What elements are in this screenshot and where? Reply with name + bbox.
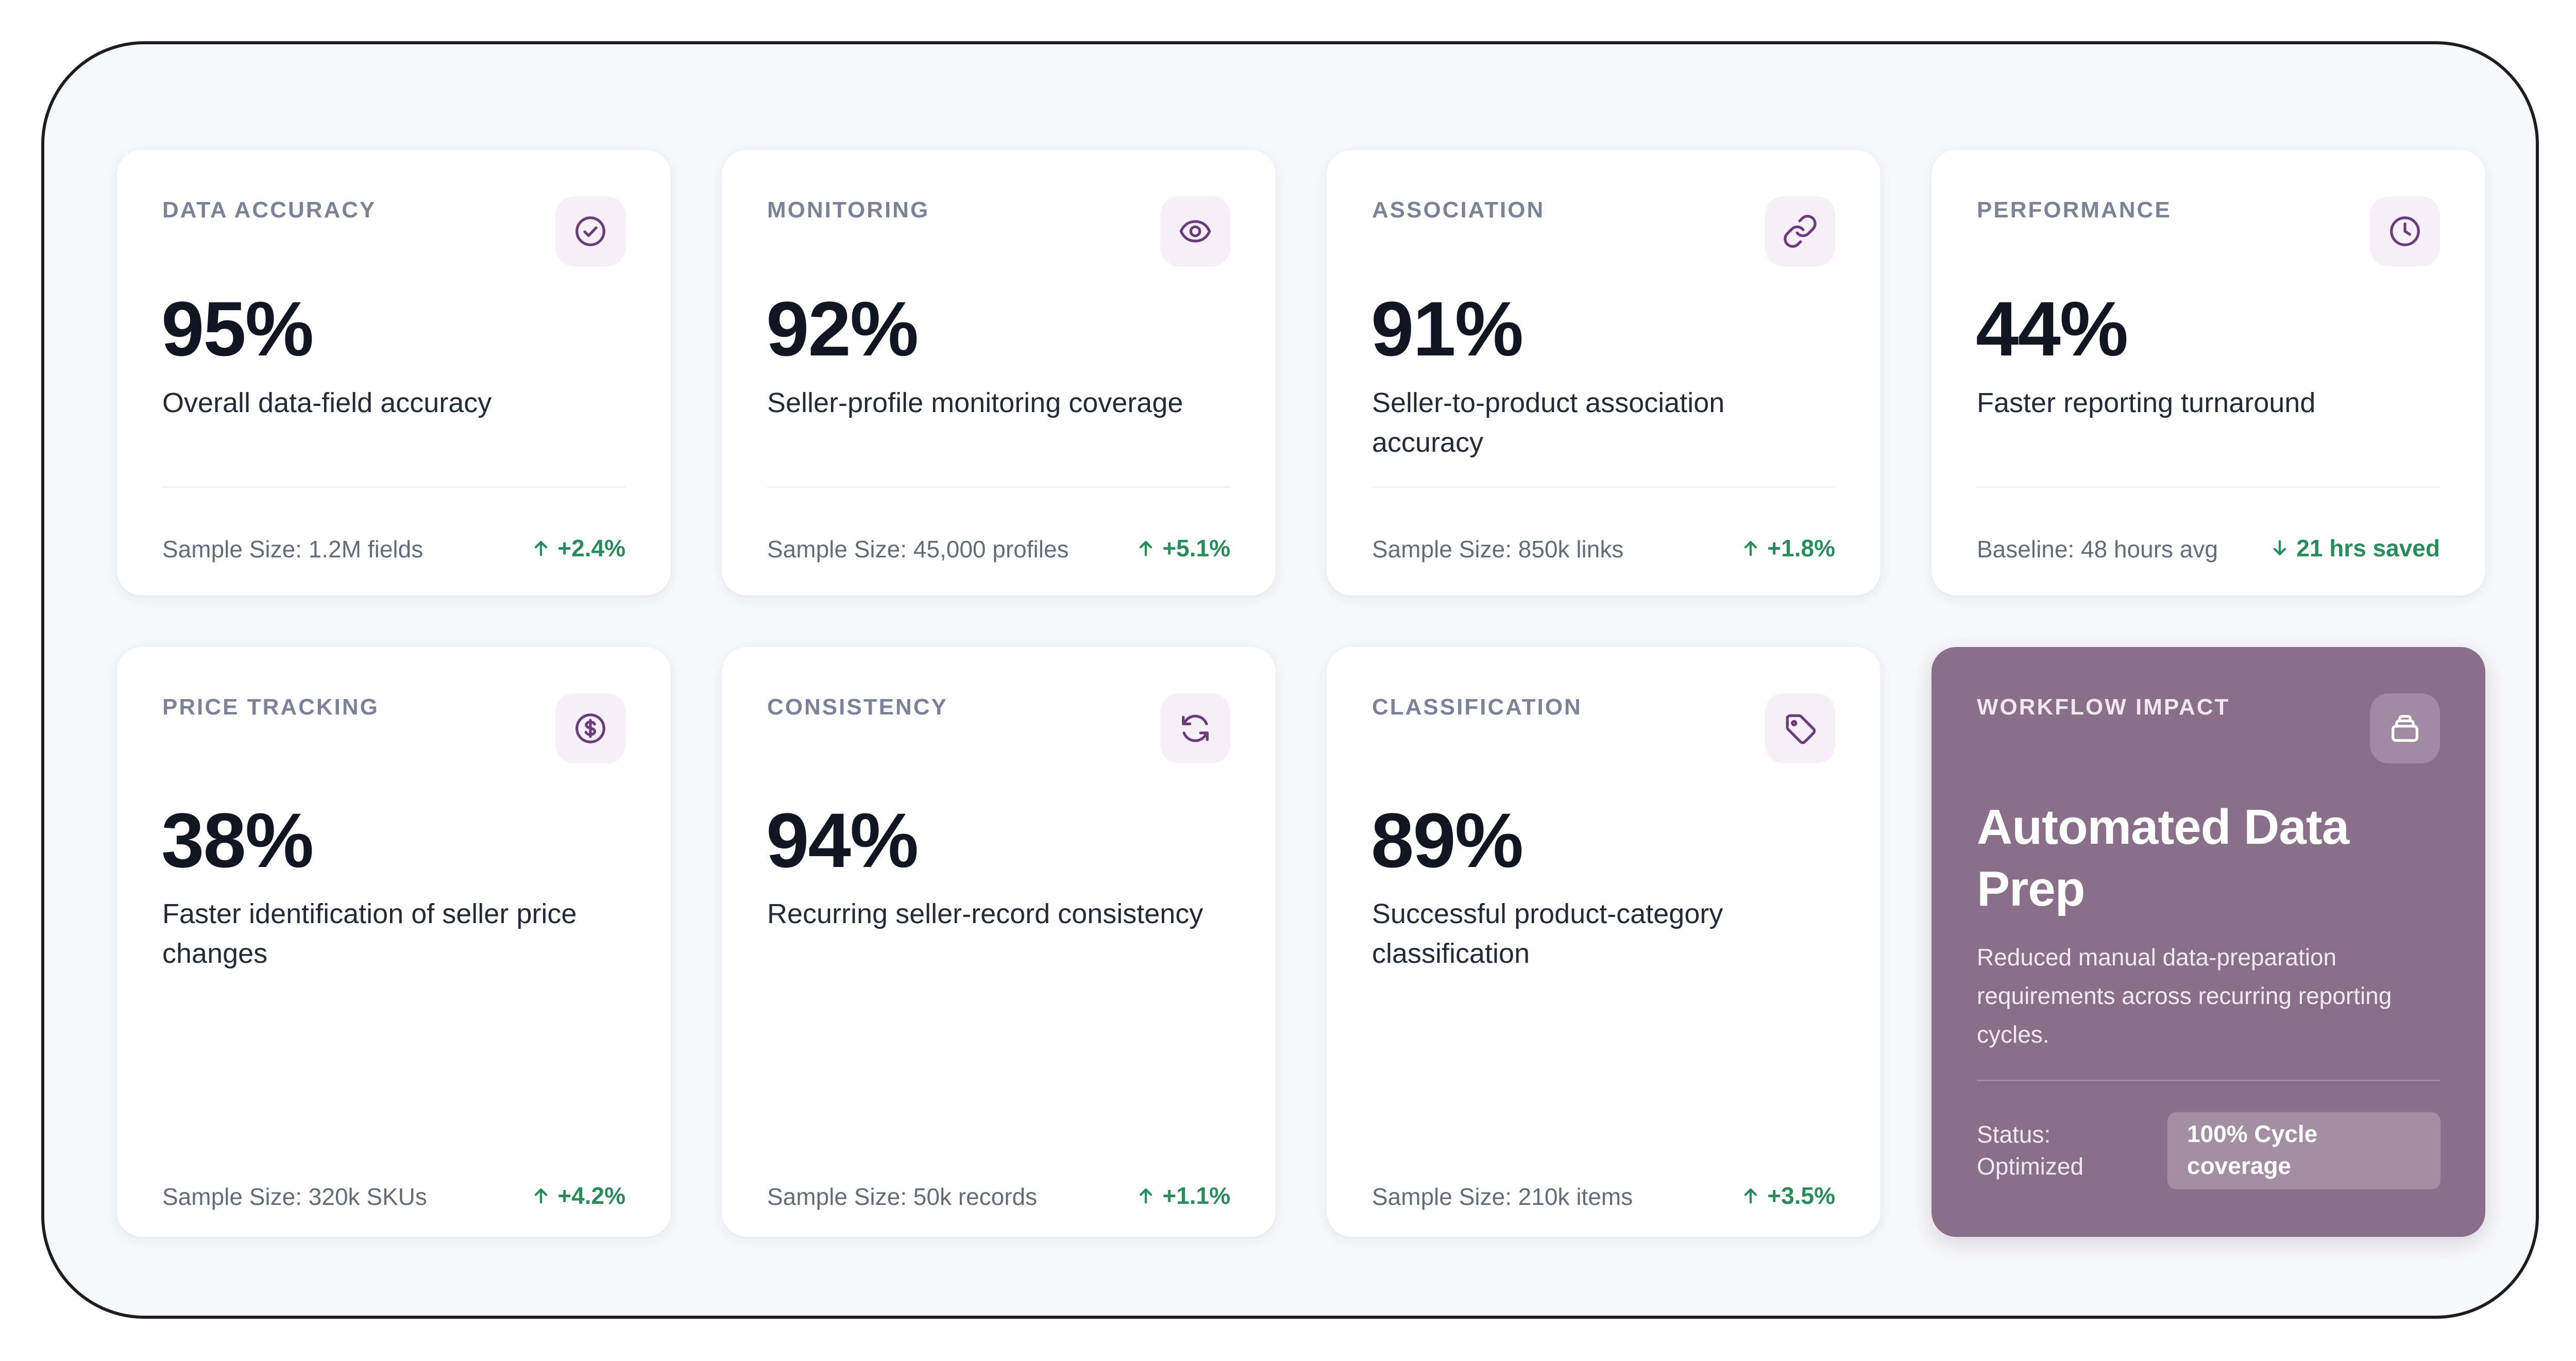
- status-badge: 100% Cycle coverage: [2167, 1112, 2441, 1189]
- eye-icon: [1160, 196, 1230, 266]
- metric-value: 92%: [766, 285, 919, 372]
- arrow-up-icon: [531, 538, 551, 558]
- sample-size: Sample Size: 210k items: [1372, 1183, 1633, 1210]
- sample-size: Sample Size: 1.2M fields: [162, 536, 423, 563]
- card-divider: [767, 486, 1230, 488]
- card-category: CLASSIFICATION: [1372, 694, 1582, 720]
- trend-indicator: 21 hrs saved: [2269, 534, 2440, 562]
- tag-icon: [1765, 693, 1835, 763]
- metric-description: Overall data-field accuracy: [162, 387, 492, 418]
- metric-value: 89%: [1371, 797, 1523, 883]
- metric-description: Successful product-category classificati…: [1372, 898, 1723, 969]
- arrow-up-icon: [1740, 1185, 1761, 1206]
- trend-value: 21 hrs saved: [2296, 535, 2440, 562]
- metric-card-data-accuracy: DATA ACCURACY 95% Overall data-field acc…: [117, 150, 671, 596]
- card-category: WORKFLOW IMPACT: [1977, 694, 2230, 720]
- dollar-circle-icon: [555, 693, 625, 763]
- metric-card-price-tracking: PRICE TRACKING 38% Faster identification…: [117, 647, 671, 1237]
- archive-icon: [2370, 693, 2440, 763]
- baseline: Baseline: 48 hours avg: [1977, 536, 2218, 563]
- featured-description: Reduced manual data-preparation requirem…: [1977, 944, 2392, 1048]
- metric-card-classification: CLASSIFICATION 89% Successful product-ca…: [1327, 647, 1880, 1237]
- trend-value: +2.4%: [557, 535, 625, 562]
- metric-description: Seller-profile monitoring coverage: [767, 387, 1183, 418]
- status-label: Status: Optimized: [1977, 1121, 2084, 1180]
- trend-indicator: +1.1%: [1136, 1182, 1230, 1210]
- metric-value: 91%: [1371, 285, 1523, 372]
- check-circle-icon: [555, 196, 625, 266]
- metric-card-association: ASSOCIATION 91% Seller-to-product associ…: [1327, 150, 1880, 596]
- trend-indicator: +2.4%: [531, 534, 625, 562]
- arrow-up-icon: [531, 1185, 551, 1206]
- metric-value: 38%: [161, 797, 314, 883]
- trend-indicator: +3.5%: [1740, 1182, 1835, 1210]
- featured-title: Automated Data Prep: [1977, 799, 2349, 916]
- arrow-up-icon: [1136, 538, 1156, 558]
- metric-value: 44%: [1976, 285, 2128, 372]
- metric-card-monitoring: MONITORING 92% Seller-profile monitoring…: [722, 150, 1276, 596]
- arrow-down-icon: [2269, 538, 2290, 558]
- card-category: MONITORING: [767, 197, 930, 223]
- metric-description: Seller-to-product association accuracy: [1372, 387, 1725, 458]
- card-divider: [1372, 486, 1835, 488]
- card-category: ASSOCIATION: [1372, 197, 1545, 223]
- metrics-grid: DATA ACCURACY 95% Overall data-field acc…: [117, 150, 2485, 1237]
- metric-description: Recurring seller-record consistency: [767, 898, 1204, 929]
- card-category: DATA ACCURACY: [162, 197, 377, 223]
- sample-size: Sample Size: 45,000 profiles: [767, 536, 1069, 563]
- trend-value: +3.5%: [1767, 1182, 1835, 1209]
- arrow-up-icon: [1740, 538, 1761, 558]
- card-category: PERFORMANCE: [1977, 197, 2172, 223]
- trend-value: +4.2%: [557, 1182, 625, 1209]
- trend-value: +5.1%: [1162, 535, 1230, 562]
- link-icon: [1765, 196, 1835, 266]
- card-category: PRICE TRACKING: [162, 694, 379, 720]
- metric-card-consistency: CONSISTENCY 94% Recurring seller-record …: [722, 647, 1276, 1237]
- sample-size: Sample Size: 50k records: [767, 1183, 1038, 1210]
- trend-value: +1.8%: [1767, 535, 1835, 562]
- metric-description: Faster reporting turnaround: [1977, 387, 2316, 418]
- metric-description: Faster identification of seller price ch…: [162, 898, 577, 969]
- metric-value: 94%: [766, 797, 919, 883]
- trend-indicator: +5.1%: [1136, 534, 1230, 562]
- dashboard-frame: DATA ACCURACY 95% Overall data-field acc…: [41, 41, 2539, 1319]
- metric-value: 95%: [161, 285, 314, 372]
- card-divider: [162, 486, 625, 488]
- refresh-icon: [1160, 693, 1230, 763]
- workflow-impact-card: WORKFLOW IMPACT Automated Data Prep Redu…: [1931, 647, 2485, 1237]
- metric-card-performance: PERFORMANCE 44% Faster reporting turnaro…: [1931, 150, 2485, 596]
- card-divider: [1977, 486, 2440, 488]
- card-category: CONSISTENCY: [767, 694, 948, 720]
- trend-value: +1.1%: [1162, 1182, 1230, 1209]
- trend-indicator: +1.8%: [1740, 534, 1835, 562]
- arrow-up-icon: [1136, 1185, 1156, 1206]
- clock-icon: [2370, 196, 2440, 266]
- trend-indicator: +4.2%: [531, 1182, 625, 1210]
- sample-size: Sample Size: 320k SKUs: [162, 1183, 427, 1210]
- sample-size: Sample Size: 850k links: [1372, 536, 1624, 563]
- card-divider: [1977, 1080, 2440, 1081]
